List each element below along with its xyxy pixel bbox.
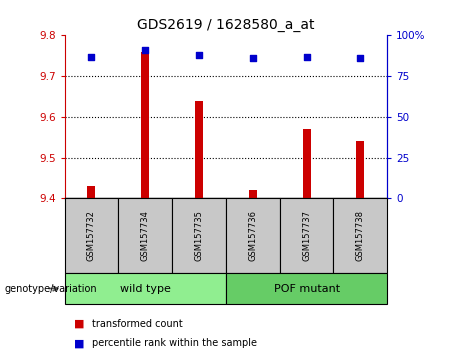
Bar (356, 141, 364, 198)
Bar (65, 273, 226, 304)
Text: ■: ■ (74, 338, 84, 348)
Bar (118, 198, 172, 273)
Point (142, 47, 149, 53)
Title: GDS2619 / 1628580_a_at: GDS2619 / 1628580_a_at (137, 18, 315, 32)
Bar (280, 198, 333, 273)
Bar (195, 101, 203, 198)
Bar (226, 198, 280, 273)
Text: wild type: wild type (120, 284, 171, 293)
Bar (249, 190, 257, 198)
Bar (65, 198, 118, 273)
Point (357, 55, 364, 61)
Text: ■: ■ (74, 319, 84, 329)
Text: POF mutant: POF mutant (273, 284, 340, 293)
Text: GSM157734: GSM157734 (141, 210, 150, 261)
Bar (172, 198, 226, 273)
Bar (141, 52, 149, 198)
Text: GSM157737: GSM157737 (302, 210, 311, 261)
Bar (88, 186, 95, 198)
Point (88, 54, 95, 59)
Text: genotype/variation: genotype/variation (5, 284, 97, 293)
Bar (226, 273, 387, 304)
Point (195, 52, 203, 58)
Text: percentile rank within the sample: percentile rank within the sample (92, 338, 257, 348)
Bar (302, 129, 311, 198)
Text: transformed count: transformed count (92, 319, 183, 329)
Point (303, 54, 310, 59)
Text: GSM157736: GSM157736 (248, 210, 257, 261)
Text: GSM157735: GSM157735 (195, 210, 203, 261)
Point (249, 55, 256, 61)
Bar (333, 198, 387, 273)
Text: GSM157738: GSM157738 (356, 210, 365, 261)
Text: GSM157732: GSM157732 (87, 210, 96, 261)
